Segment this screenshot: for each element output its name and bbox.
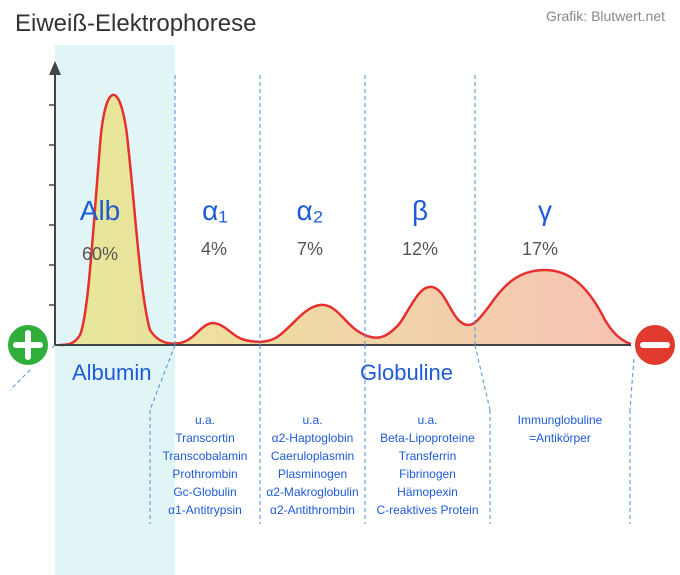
fraction-percent-gamma: 17% [522, 239, 558, 259]
guide-line [475, 345, 490, 410]
fraction-label-gamma: γ [538, 195, 552, 226]
subgroup-item: Transcortin [175, 431, 235, 445]
subgroup-item: =Antikörper [529, 431, 591, 445]
subgroup-item: α2-Antithrombin [270, 503, 355, 517]
fraction-percent-beta: 12% [402, 239, 438, 259]
fraction-label-alb: Alb [80, 195, 120, 226]
subgroup-header: u.a. [195, 413, 215, 427]
subgroup-item: α2-Haptoglobin [272, 431, 354, 445]
fraction-label-alpha1: α₁ [202, 195, 228, 226]
credit-text: Grafik: Blutwert.net [546, 8, 665, 24]
fraction-label-alpha2: α₂ [296, 195, 323, 226]
section-albumin: Albumin [72, 360, 151, 385]
subgroup-item: Gc-Globulin [173, 485, 236, 499]
subgroup-header: u.a. [417, 413, 437, 427]
subgroup-item: Transcobalamin [163, 449, 248, 463]
subgroup-item: α1-Antitrypsin [168, 503, 242, 517]
subgroup-item: Immunglobuline [518, 413, 603, 427]
subgroup-item: Plasminogen [278, 467, 347, 481]
subgroup-item: Caeruloplasmin [271, 449, 354, 463]
subgroup-item: Beta-Lipoproteine [380, 431, 475, 445]
fraction-percent-alpha2: 7% [297, 239, 323, 259]
subgroup-item: Prothrombin [172, 467, 237, 481]
subgroup-header: u.a. [302, 413, 322, 427]
fraction-label-beta: β [412, 195, 428, 226]
subgroup-item: α2-Makroglobulin [266, 485, 358, 499]
subgroup-item: Fibrinogen [399, 467, 456, 481]
subgroup-item: C-reaktives Protein [376, 503, 478, 517]
fraction-percent-alpha1: 4% [201, 239, 227, 259]
electrophoresis-chart: Alb 60% α₁ 4% α₂ 7% β 12% γ 17% Albumin Globuline u.… [0, 45, 680, 575]
subgroup-item: Transferrin [399, 449, 457, 463]
fraction-percent-alb: 60% [82, 244, 118, 264]
page-title: Eiweiß-Elektrophorese [15, 10, 256, 38]
subgroup-item: Hämopexin [397, 485, 458, 499]
chart-svg: Alb 60% α₁ 4% α₂ 7% β 12% γ 17% Albumin Globuline u.… [0, 45, 680, 575]
section-globuline: Globuline [360, 360, 453, 385]
